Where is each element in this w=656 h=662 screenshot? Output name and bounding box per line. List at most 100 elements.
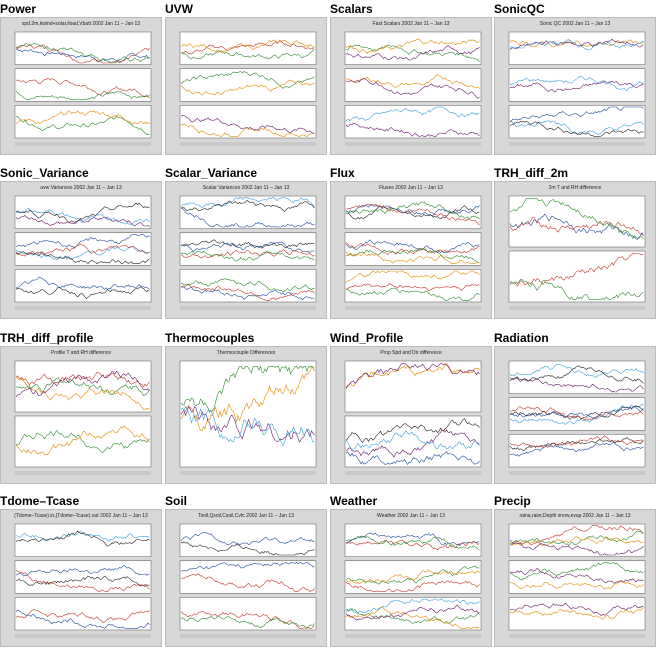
plot-thumbnail[interactable]: Profile T and RH difference — [0, 346, 162, 484]
plot-trace — [509, 76, 644, 91]
plot-thumbnail[interactable]: uvw Variances 2002 Jan 11 – Jan 13 — [0, 181, 162, 319]
plot-thumbnail[interactable]: Thermocouple Differences — [165, 346, 327, 484]
plot-trace — [15, 425, 150, 456]
plot-trace — [345, 283, 480, 292]
plot-trace — [509, 536, 644, 547]
plot-trace — [345, 203, 480, 217]
thumbnail-title: Sonic_Variance — [0, 166, 89, 180]
plot-trace — [345, 239, 480, 254]
plot-trace — [345, 535, 480, 551]
plot-trace — [509, 561, 644, 581]
plot-trace — [345, 580, 480, 593]
plot-trace — [180, 611, 315, 629]
plot-trace — [180, 286, 315, 301]
plot-frame — [14, 195, 152, 229]
plot-trace — [345, 106, 480, 122]
plot-thumbnail[interactable]: spd.2m,kwind+solar,iload,Vbatt 2002 Jan … — [0, 17, 162, 155]
plot-trace — [509, 213, 644, 240]
plot-trace — [345, 270, 480, 284]
plot-subtitle: Profile T and RH difference — [51, 350, 111, 356]
plot-trace — [15, 530, 150, 547]
plot-subtitle: Tsoil,Qsoil,Csoil,Cvfc 2002 Jan 11 – Jan… — [198, 513, 294, 519]
plot-trace — [180, 406, 315, 443]
plot-trace — [180, 71, 315, 89]
plot-trace — [180, 123, 315, 137]
plot-trace — [509, 525, 644, 546]
plot-thumbnail[interactable]: Scalar Variances 2002 Jan 11 – Jan 13 — [165, 181, 327, 319]
plot-frame — [344, 232, 482, 266]
plot-frame — [179, 269, 317, 303]
time-axis-strip — [180, 306, 316, 310]
plot-thumbnail[interactable]: Sonic QC 2002 Jan 11 – Jan 13 — [494, 17, 656, 155]
plot-frame — [179, 232, 317, 266]
thumbnail-title: Precip — [494, 494, 531, 508]
plot-trace — [345, 247, 480, 264]
plot-trace — [15, 565, 150, 577]
plot-trace — [15, 233, 150, 249]
plot-frame — [14, 31, 152, 65]
plot-trace — [345, 205, 480, 220]
time-axis-strip — [180, 142, 316, 146]
time-axis-strip — [15, 471, 151, 475]
plot-trace — [15, 609, 150, 629]
plot-trace — [15, 246, 150, 261]
plot-trace — [345, 203, 480, 226]
plot-trace — [345, 287, 480, 301]
thumbnail-cell: Scalar_Variance Scalar Variances 2002 Jan… — [165, 166, 327, 319]
plot-trace — [345, 532, 480, 547]
plot-frame — [508, 250, 646, 303]
plot-subtitle: Sonic QC 2002 Jan 11 – Jan 13 — [540, 21, 611, 27]
plot-frame — [14, 68, 152, 102]
plot-frame — [508, 523, 646, 557]
plot-subtitle: 2m T and RH difference — [549, 185, 602, 191]
plot-subtitle: (Tdome–Tcase).in,(Tdome–Tcase).out 2002 … — [14, 513, 148, 519]
plot-frame — [508, 105, 646, 139]
plot-thumbnail[interactable]: (Tdome–Tcase).in,(Tdome–Tcase).out 2002 … — [0, 509, 162, 647]
time-axis-strip — [509, 634, 645, 638]
plot-thumbnail[interactable] — [494, 346, 656, 484]
time-axis-strip — [509, 471, 645, 475]
plot-trace — [180, 365, 315, 414]
plot-subtitle: uvw Variances 2002 Jan 11 – Jan 13 — [40, 185, 121, 191]
plot-subtitle: Scalar Variances 2002 Jan 11 – Jan 13 — [203, 185, 290, 191]
thumbnail-cell: Wind_Profile Prop Spd and Dir difference — [330, 331, 492, 484]
plot-trace — [15, 48, 150, 63]
thumbnail-cell: TRH_diff_2m 2m T and RH difference — [494, 166, 656, 319]
plot-thumbnail[interactable]: Fast Scalars 2002 Jan 11 – Jan 13 — [330, 17, 492, 155]
plot-trace — [345, 608, 480, 624]
plot-trace — [345, 122, 480, 137]
plot-trace — [180, 278, 315, 293]
plot-trace — [509, 607, 644, 620]
plot-thumbnail[interactable] — [165, 17, 327, 155]
plot-trace — [181, 39, 315, 54]
plot-trace — [15, 608, 150, 623]
plot-frame — [14, 232, 152, 266]
plot-frame — [179, 360, 317, 468]
plot-trace — [180, 249, 315, 259]
plot-thumbnail[interactable]: Fluxes 2002 Jan 11 – Jan 13 — [330, 181, 492, 319]
thumbnail-title: Thermocouples — [165, 331, 255, 345]
plot-thumbnail[interactable]: Tsoil,Qsoil,Csoil,Cvfc 2002 Jan 11 – Jan… — [165, 509, 327, 647]
plot-thumbnail[interactable]: raina,rainr,Depth snow,evap 2002 Jan 11 … — [494, 509, 656, 647]
plot-thumbnail[interactable]: Prop Spd and Dir difference — [330, 346, 492, 484]
plot-thumbnail[interactable]: Weather 2002 Jan 11 – Jan 13 — [330, 509, 492, 647]
plot-trace — [509, 602, 644, 617]
plot-trace — [345, 429, 480, 451]
plot-trace — [180, 200, 315, 212]
plot-trace — [15, 570, 150, 593]
plot-frame — [344, 31, 482, 65]
thumbnail-cell: TRH_diff_profile Profile T and RH differe… — [0, 331, 162, 484]
plot-trace — [15, 207, 150, 225]
plot-subtitle: Thermocouple Differences — [217, 350, 276, 356]
plot-subtitle: spd.2m,kwind+solar,iload,Vbatt 2002 Jan … — [22, 21, 140, 27]
thumbnail-cell: SonicQC Sonic QC 2002 Jan 11 – Jan 13 — [494, 2, 656, 155]
plot-trace — [345, 45, 480, 61]
plot-thumbnail[interactable]: 2m T and RH difference — [494, 181, 656, 319]
plot-trace — [180, 239, 315, 249]
thumbnail-title: Scalar_Variance — [165, 166, 258, 180]
plot-trace — [345, 429, 480, 458]
plot-trace — [345, 44, 480, 63]
thumbnail-cell: Soil Tsoil,Qsoil,Csoil,Cvfc 2002 Jan 11 –… — [165, 494, 327, 647]
plot-trace — [345, 418, 480, 444]
plot-trace — [180, 573, 315, 593]
